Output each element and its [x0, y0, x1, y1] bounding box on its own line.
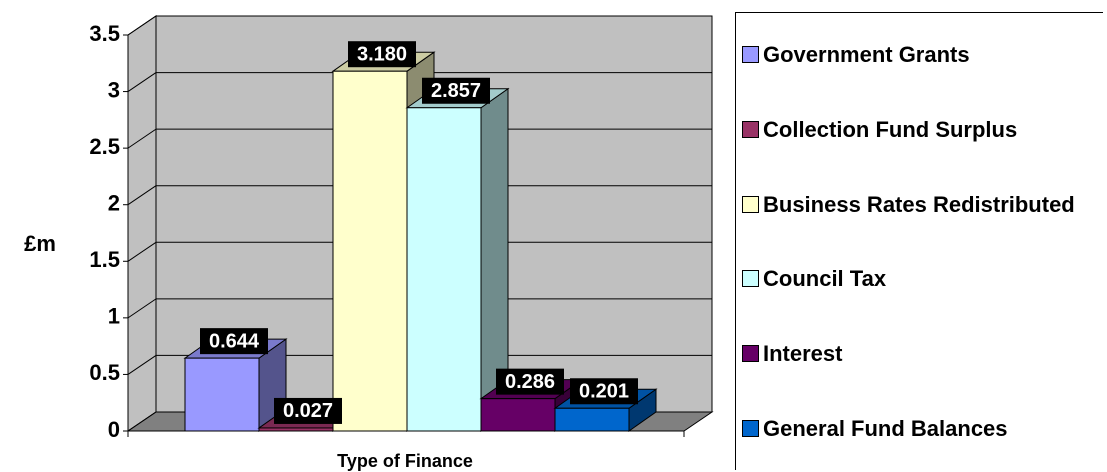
legend-swatch — [742, 45, 759, 63]
y-tick-label: 2 — [108, 191, 120, 216]
y-tick-label: 0.5 — [89, 360, 120, 385]
grid-line — [127, 15, 157, 36]
grid-line — [127, 411, 157, 432]
grid-line — [127, 298, 157, 319]
y-tick-label: 1.5 — [89, 247, 120, 272]
value-label: 3.180 — [357, 43, 407, 65]
value-label-box — [200, 328, 268, 355]
grid-line — [127, 241, 157, 262]
legend: Government Grants Collection Fund Surplus… — [735, 12, 1103, 470]
legend-label: Interest — [763, 341, 843, 367]
chart: £m Type of Finance 0 0.5 1 1.5 2 2.5 3 3.5 0.644… — [24, 15, 714, 471]
legend-label: Business Rates Redistributed — [763, 191, 1075, 217]
legend-item: Business Rates Redistributed — [736, 192, 1103, 217]
bar-front — [406, 107, 482, 432]
legend-label: Government Grants — [763, 41, 970, 67]
bar-front — [332, 70, 408, 432]
bar-front — [480, 398, 556, 432]
y-tick-label: 0 — [108, 417, 120, 442]
legend-swatch — [742, 120, 759, 138]
legend-label: Collection Fund Surplus — [763, 116, 1018, 142]
value-label-box — [570, 378, 638, 405]
grid-line — [127, 355, 157, 375]
y-tick-label: 3.5 — [89, 21, 120, 46]
y-tick-label: 3 — [108, 77, 120, 102]
y-tick-label: 2.5 — [89, 134, 120, 159]
y-axis-label: £m — [24, 231, 56, 256]
value-label-box — [496, 368, 564, 395]
legend-label: Council Tax — [763, 266, 887, 292]
bar-front — [554, 407, 630, 432]
y-tick-label: 1 — [108, 304, 120, 329]
bar-front — [258, 427, 334, 432]
grid-line — [127, 128, 157, 149]
value-label-box — [274, 397, 342, 424]
legend-item: Interest — [736, 341, 1103, 366]
value-label-box — [422, 77, 490, 104]
value-label: 0.286 — [505, 371, 555, 393]
bar — [405, 87, 510, 432]
legend-swatch — [742, 345, 759, 363]
legend-swatch — [742, 195, 759, 213]
value-label: 2.857 — [431, 80, 481, 102]
grid-line — [127, 72, 157, 92]
legend-item: Council Tax — [736, 266, 1103, 291]
grid-line — [127, 185, 157, 206]
value-label: 0.201 — [579, 381, 629, 403]
side-wall — [127, 15, 157, 432]
value-label-box — [348, 41, 416, 68]
legend-item: General Fund Balances — [736, 416, 1103, 441]
x-axis-label: Type of Finance — [337, 451, 473, 471]
legend-label: General Fund Balances — [763, 416, 1008, 442]
legend-swatch — [742, 420, 759, 438]
bar-front — [184, 357, 260, 432]
value-label: 0.644 — [209, 330, 260, 352]
legend-item: Government Grants — [736, 42, 1103, 67]
legend-item: Collection Fund Surplus — [736, 117, 1103, 142]
value-label: 0.027 — [283, 400, 333, 422]
legend-swatch — [742, 270, 759, 288]
